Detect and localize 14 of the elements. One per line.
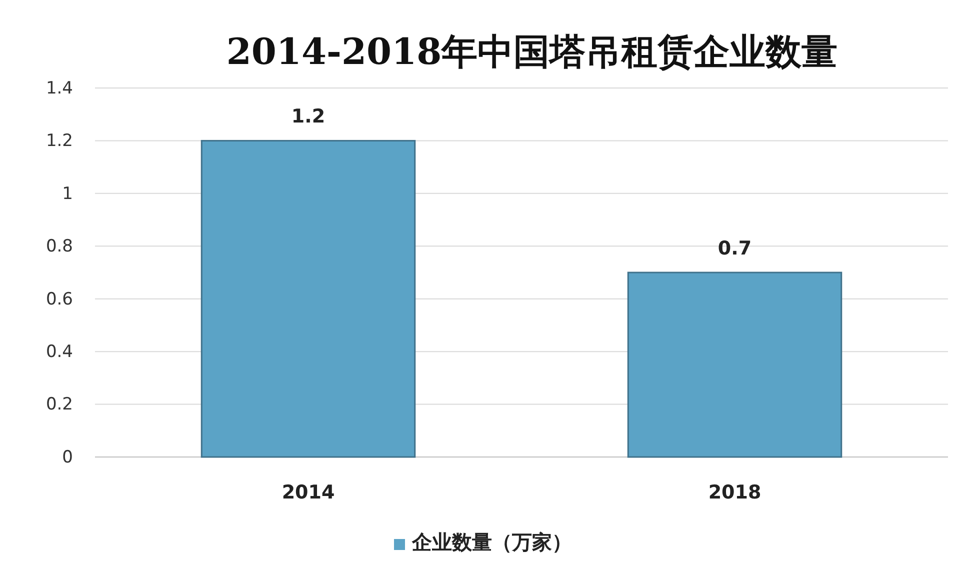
y-tick-label: 0.8 [46, 236, 73, 257]
data-label: 0.7 [718, 238, 752, 260]
y-tick-label: 0.2 [46, 394, 73, 415]
x-tick-label: 2018 [708, 481, 762, 504]
y-tick-label: 1.4 [46, 78, 73, 98]
y-tick-label: 1.2 [46, 131, 73, 152]
y-tick-label: 0.6 [46, 289, 73, 310]
y-tick-label: 0.4 [46, 342, 73, 362]
y-tick-label: 1 [62, 184, 73, 204]
chart-title: 2014-2018年中国塔吊租赁企业数量 [226, 31, 838, 73]
y-tick-label: 0 [62, 447, 73, 468]
data-label: 1.2 [291, 106, 326, 128]
legend-label: 企业数量（万家） [411, 530, 572, 554]
x-tick-label: 2014 [282, 481, 335, 504]
